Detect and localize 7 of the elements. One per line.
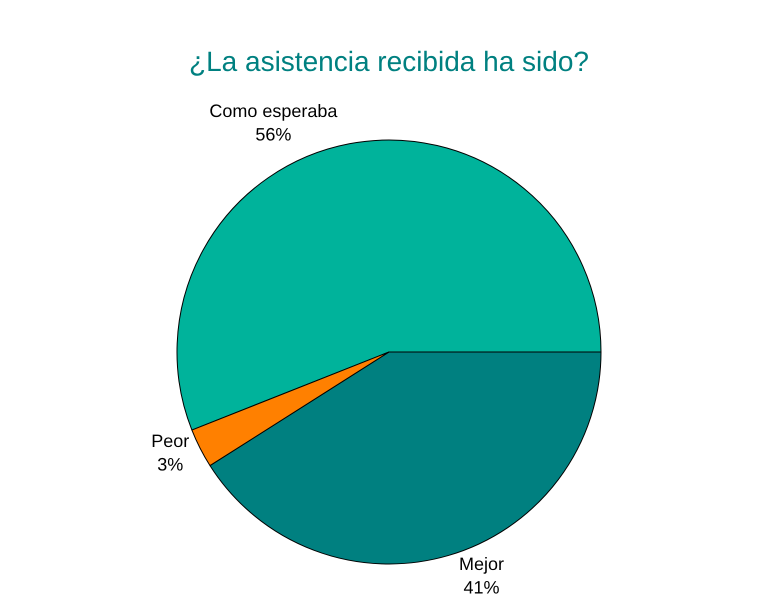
chart-title: ¿La asistencia recibida ha sido? <box>188 46 590 78</box>
slice-label: Mejor <box>458 554 504 574</box>
data-label: 41% <box>463 577 500 598</box>
slice-label: Peor <box>151 431 190 452</box>
data-label: 3% <box>157 454 184 474</box>
slice-label: Como esperaba <box>209 101 338 122</box>
data-label: 56% <box>255 124 292 145</box>
